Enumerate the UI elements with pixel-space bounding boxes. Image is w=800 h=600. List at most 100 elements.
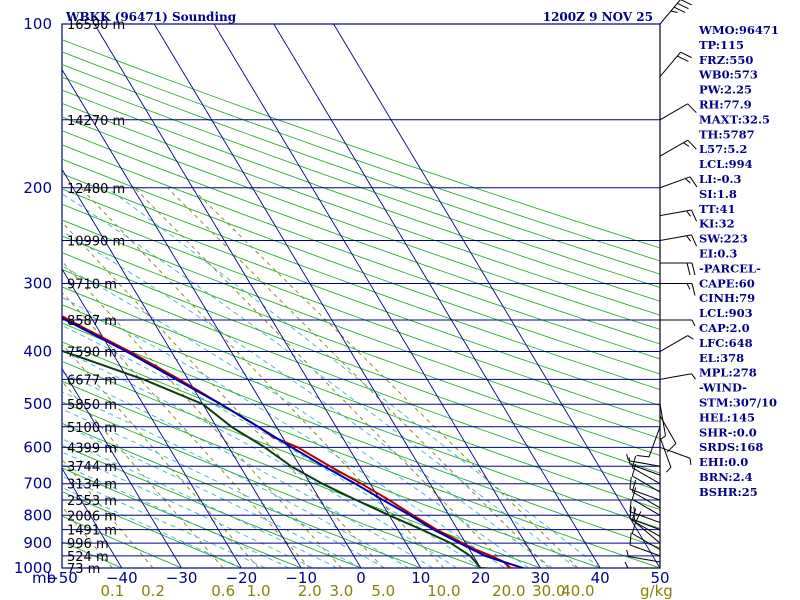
temperature-axis-labels: −50 −40 −30 −20 −10 0 10 20 30 40 50 (46, 569, 669, 587)
mixing-ratio-line (62, 260, 342, 568)
index-entry: WMO:96471 (698, 23, 779, 37)
index-entry: LCL:903 (699, 306, 753, 320)
index-entry: BSHR:25 (699, 485, 758, 499)
isotherm-line (273, 24, 601, 568)
wind-barb-shaft (659, 51, 681, 78)
wind-barb-feather (686, 210, 691, 217)
height-label: 4399 m (67, 441, 117, 456)
wind-barb-feather (665, 466, 672, 473)
wind-barb-shaft (659, 0, 681, 25)
wind-barb-feather (629, 532, 632, 545)
moist-adiabat-line (62, 487, 242, 568)
wind-barb-shaft (628, 555, 661, 563)
wind-barb-shaft (659, 139, 688, 157)
mixing-ratio-line (62, 380, 224, 568)
wind-barb-shaft (659, 335, 688, 352)
index-entry: SW:223 (699, 232, 748, 246)
height-labels: 16590 m 14270 m 12480 m 10990 m 9710 m 8587 m… (67, 18, 125, 577)
dry-adiabat-line (62, 130, 660, 345)
wind-barb-shaft (648, 426, 661, 457)
wind-barb-feather (680, 0, 692, 6)
wind-barb-feather (680, 51, 692, 59)
wind-barb-shaft (659, 373, 692, 380)
wind-barb-feather (689, 176, 698, 188)
isotherm-line (62, 68, 362, 568)
mixing-ratio-tick-label: 3.0 (329, 582, 353, 600)
wind-barb (660, 319, 696, 327)
index-entry: LFC:648 (699, 336, 753, 350)
dry-adiabat-line (62, 51, 660, 262)
wind-barb-feather (633, 513, 636, 521)
wind-barb-shaft (629, 488, 661, 501)
dry-adiabat-line (62, 63, 660, 275)
index-entry: RH:77.9 (699, 98, 752, 112)
dry-adiabat-line (62, 203, 660, 423)
height-label: 1491 m (67, 524, 117, 539)
index-entry: MPL:278 (699, 366, 757, 380)
dry-adiabat-line (62, 235, 660, 457)
index-entry: CAP:2.0 (699, 321, 750, 335)
temperature-tick-label: −10 (285, 569, 317, 587)
dry-adiabat-line (62, 173, 660, 391)
isotherm-line (62, 367, 182, 568)
wind-barb (659, 103, 697, 121)
temperature-tick-label: −50 (46, 569, 78, 587)
temperature-tick-label: −30 (166, 569, 198, 587)
index-entry: EL:378 (699, 351, 744, 365)
wind-barb-feather (636, 455, 650, 458)
wind-barb (629, 499, 661, 524)
index-entry: SHR-:0.0 (699, 425, 757, 439)
height-label: 5850 m (67, 398, 117, 413)
pressure-tick-label: 900 (23, 534, 52, 552)
isobars (62, 24, 660, 568)
wind-barb (659, 234, 698, 247)
wind-barb-feather (631, 521, 637, 534)
valid-time: 1200Z 9 NOV 25 (543, 10, 653, 24)
wind-barb-shaft (659, 404, 667, 436)
height-label: 14270 m (67, 114, 125, 129)
wind-barb-shaft (632, 467, 661, 485)
height-label: 3134 m (67, 478, 117, 493)
index-entry: EI:0.3 (699, 247, 737, 261)
dry-adiabat-line (62, 304, 660, 529)
height-label: 6677 m (67, 373, 117, 388)
index-entry: LI:-0.3 (699, 172, 742, 186)
mixing-ratio-labels: 0.1 0.2 0.6 1.0 2.0 3.0 5.0 10.0 20.0 30.040.0 (100, 582, 594, 600)
mixing-ratio-tick-label: 20.0 (492, 582, 525, 600)
mixing-ratio-tick-label: 1.0 (247, 582, 271, 600)
pressure-tick-label: 800 (23, 506, 52, 524)
wind-barb (629, 506, 661, 531)
index-entry: EHI:0.0 (699, 455, 748, 469)
moist-adiabat-line (62, 230, 553, 568)
dry-adiabat-line (62, 444, 362, 568)
wind-barb-feather (683, 142, 690, 147)
dry-adiabat-line (62, 116, 660, 330)
mixing-ratio-tick-label: 10.0 (427, 582, 460, 600)
wind-barb-feather (677, 2, 689, 10)
height-label: 12480 m (67, 182, 125, 197)
height-label: 9710 m (67, 278, 117, 293)
wind-barbs (624, 0, 698, 569)
temperature-tick-label: 40 (591, 569, 610, 587)
pressure-tick-label: 200 (23, 179, 52, 197)
dry-adiabat-line (62, 269, 660, 492)
height-label: 2006 m (67, 509, 117, 524)
temperature-tick-label: 50 (650, 569, 669, 587)
wind-barb-feather (687, 103, 697, 114)
wind-barb (659, 437, 672, 473)
wind-barb (626, 454, 661, 467)
stability-indices-panel: WMO:96471TP:115FRZ:550WB0:573PW:2.25RH:7… (698, 23, 779, 499)
wind-barb-feather (666, 443, 677, 453)
index-entry: -PARCEL- (699, 261, 761, 275)
height-label: 7590 m (67, 346, 117, 361)
pressure-tick-label: 300 (23, 275, 52, 293)
wind-barb-feather (686, 262, 691, 276)
wind-barb (659, 176, 698, 189)
wind-barb-shaft (635, 522, 661, 544)
height-label: 8587 m (67, 314, 117, 329)
wind-barb-shaft (659, 209, 692, 217)
wind-barb (659, 209, 698, 222)
wind-barb-feather (677, 55, 689, 62)
index-entry: L57:5.2 (699, 142, 747, 156)
